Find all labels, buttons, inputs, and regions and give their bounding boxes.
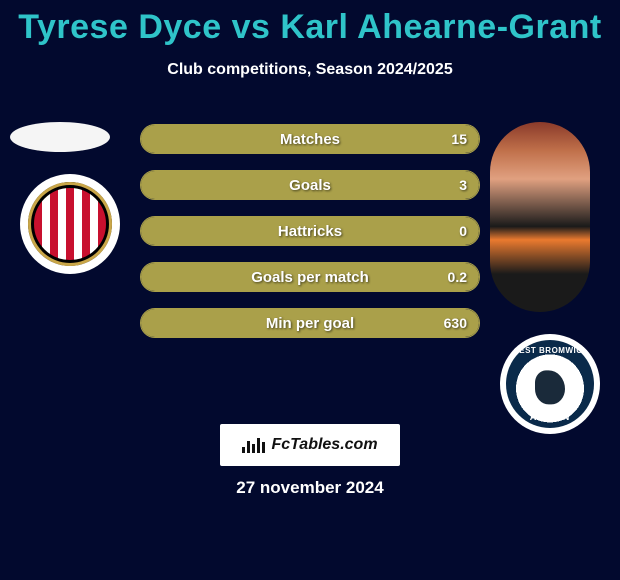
wba-crest-icon: WEST BROMWICH ALBION xyxy=(506,340,594,428)
stat-row: Goals3 xyxy=(140,170,480,200)
stat-label: Goals per match xyxy=(141,263,479,291)
stat-value-right: 15 xyxy=(451,125,467,153)
wba-crest-top-text: WEST BROMWICH xyxy=(506,346,594,355)
fctables-badge: FcTables.com xyxy=(220,424,400,466)
player2-name: Karl Ahearne-Grant xyxy=(280,8,601,46)
subtitle: Club competitions, Season 2024/2025 xyxy=(0,61,620,79)
stat-value-right: 0 xyxy=(459,217,467,245)
stat-row: Matches15 xyxy=(140,124,480,154)
stat-label: Hattricks xyxy=(141,217,479,245)
bar-chart-icon xyxy=(242,437,265,453)
wba-crest-bottom-text: ALBION xyxy=(506,412,594,422)
vs-label: vs xyxy=(232,8,271,46)
stat-label: Goals xyxy=(141,171,479,199)
stat-row: Hattricks0 xyxy=(140,216,480,246)
date: 27 november 2024 xyxy=(0,478,620,498)
player2-club-crest: WEST BROMWICH ALBION xyxy=(500,334,600,434)
stat-value-right: 630 xyxy=(444,309,467,337)
player1-club-crest xyxy=(20,174,120,274)
player1-photo-placeholder xyxy=(10,122,110,152)
stat-value-right: 0.2 xyxy=(448,263,467,291)
sunderland-crest-icon xyxy=(28,182,112,266)
stat-row: Min per goal630 xyxy=(140,308,480,338)
stat-label: Matches xyxy=(141,125,479,153)
brand-label: FcTables.com xyxy=(271,436,377,454)
player1-name: Tyrese Dyce xyxy=(18,8,221,46)
stats-bars: Matches15 Goals3 Hattricks0 Goals per match… xyxy=(140,124,480,354)
stat-row: Goals per match0.2 xyxy=(140,262,480,292)
stat-value-right: 3 xyxy=(459,171,467,199)
stat-label: Min per goal xyxy=(141,309,479,337)
player2-photo xyxy=(490,122,590,312)
comparison-title: Tyrese Dyce vs Karl Ahearne-Grant xyxy=(0,0,620,47)
